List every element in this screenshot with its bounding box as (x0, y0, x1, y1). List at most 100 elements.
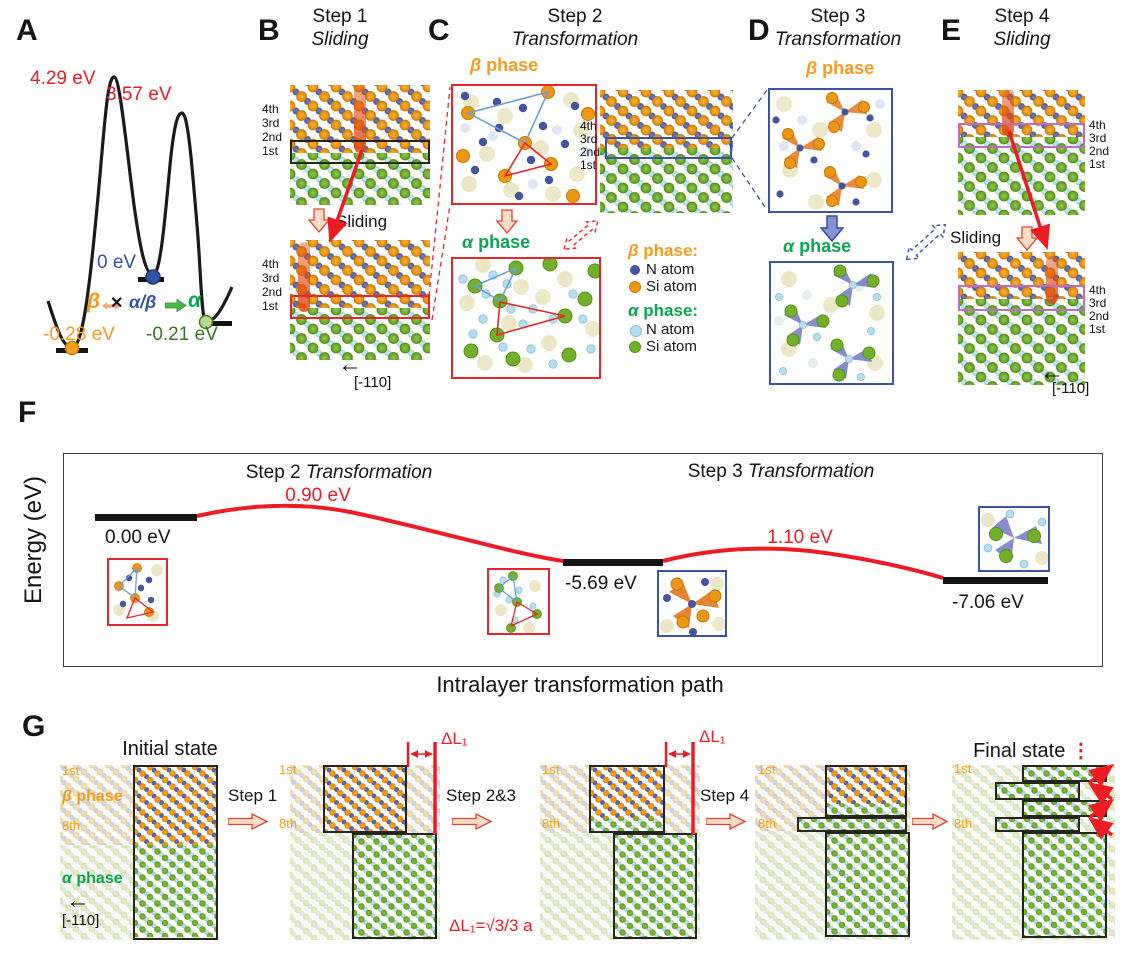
layer-4th: 4th (1089, 118, 1106, 132)
panel-c-mode: Transformation (511, 28, 639, 50)
beta-unit-triangle-red (503, 141, 553, 178)
layer-4th: 4th (262, 257, 279, 271)
down-arrow-icon (1016, 226, 1038, 251)
f-y-axis-label: Energy (eV) (20, 475, 47, 605)
alpha-n-atom-dot (630, 325, 642, 337)
panel-a-label: A (16, 14, 38, 47)
panel-b-title: Step 1 Sliding (295, 6, 385, 52)
energy-landscape-curve (46, 75, 234, 356)
equivalence-arrow-red-icon (563, 220, 599, 250)
down-arrow-icon (308, 208, 330, 233)
direction-label-b: [-110] (354, 374, 392, 391)
g2-layer-8th: 8th (279, 816, 298, 831)
zoom-connector-line (731, 89, 768, 139)
beta-unit-triangle-blue (465, 90, 550, 145)
legend-alpha-si: Si atom (646, 338, 697, 355)
panel-b-step: Step 1 (312, 6, 368, 27)
sliding-label-e: Sliding (950, 228, 1002, 247)
g-beta-block-transforming (825, 765, 907, 817)
crystal-b-after (290, 240, 430, 360)
layer-1st: 1st (262, 299, 279, 313)
left-arrow-icon: ← (338, 351, 362, 378)
g-final-dots: ⋮ (1070, 740, 1091, 762)
g3-layer-8th: 8th (542, 816, 561, 831)
left-arrow-icon: ← (1040, 359, 1064, 386)
layer-2nd: 2nd (1089, 144, 1110, 158)
g5-layer-1st: 1st (954, 761, 972, 776)
alpha-si-atom-dot (629, 341, 641, 353)
layer-2nd: 2nd (262, 285, 283, 299)
g1-layer-1st: 1st (62, 763, 80, 778)
g-final-slab-4 (995, 817, 1080, 832)
blocked-transition-arrow-icon (102, 302, 120, 310)
interface-highlight-box (290, 140, 430, 164)
down-arrow-icon (496, 209, 518, 234)
interface-highlight-box (958, 123, 1085, 148)
g-after-step1-crystal (290, 765, 440, 940)
sliding-streak (1046, 256, 1058, 304)
g-initial-crystal (60, 765, 218, 940)
beta-si-atom-dot (629, 281, 641, 293)
alpha-phase-label-d: α phase (783, 236, 852, 256)
g-beta-block (323, 765, 407, 833)
g4-layer-8th: 8th (758, 816, 777, 831)
beta-phase-label-d: β phase (806, 58, 875, 78)
g-final-crystal (952, 765, 1115, 940)
legend-beta-si: Si atom (646, 278, 697, 295)
beta-n-atom-dot (630, 265, 640, 275)
sliding-streak (354, 85, 366, 153)
alpha-phase-topview-d (769, 261, 894, 385)
alpha-transformed-row (827, 804, 905, 815)
alpha-unit-triangle-red (496, 301, 566, 337)
zoom-connector-line (731, 157, 768, 211)
barrier-1-value: 4.29 eV (30, 68, 96, 89)
beta-layers (958, 252, 1085, 299)
layer-1st: 1st (262, 144, 279, 158)
panel-f-label: F (18, 396, 37, 429)
f-inset3-atoms (660, 577, 726, 636)
panel-e-label: E (941, 14, 962, 47)
g-final-slab-1 (1022, 765, 1107, 782)
panel-e-mode: Sliding (993, 28, 1051, 50)
beta-block (135, 767, 216, 845)
f-level0-value: 0.00 eV (105, 527, 171, 548)
panel-b-mode: Sliding (311, 28, 369, 50)
f-x-axis-label: Intralayer transformation path (436, 672, 724, 697)
panel-c-title: Step 2 Transformation (495, 6, 655, 52)
beta-phase-label-c: β phase (470, 55, 539, 75)
alpha-layers (290, 308, 430, 360)
f-step2-heading: Step 2 Transformation (229, 462, 449, 485)
f-step2: Step 2 (245, 462, 301, 483)
down-arrow-blue-icon (820, 215, 844, 242)
layer-4th: 4th (262, 102, 279, 116)
zero-energy-label: 0 eV (97, 252, 137, 273)
beta-topview-atoms (456, 85, 595, 203)
right-arrow-icon (706, 813, 746, 830)
alpha-block (135, 845, 216, 937)
f-inset-beta-initial (107, 558, 168, 626)
alphabeta-state-label: α/β (129, 292, 157, 312)
g-supercell-box (133, 765, 218, 940)
layer-4th: 4th (580, 119, 597, 133)
legend-beta-n: N atom (646, 261, 695, 278)
crystal-e-after (958, 252, 1085, 385)
g-final-slab-5 (1022, 832, 1107, 938)
f-level0-bar (95, 514, 197, 521)
panel-c-step: Step 2 (547, 6, 603, 27)
beta-state-label: β (87, 290, 101, 313)
panel-d-label: D (748, 14, 770, 47)
layer-3rd: 3rd (580, 132, 598, 146)
f-inset2-atoms (493, 571, 542, 634)
f-inset-alpha-step2 (487, 568, 550, 635)
g-final-slab-3 (1022, 800, 1107, 817)
g-after-step23-crystal (540, 765, 700, 940)
cross-icon: ✕ (110, 295, 124, 312)
legend-beta-title: β phase: (628, 241, 699, 260)
g-final-text: Final state (973, 740, 1066, 762)
layer-2nd: 2nd (1089, 309, 1110, 323)
crystal-e-before (958, 90, 1085, 215)
panel-e-title: Step 4 Sliding (972, 6, 1072, 52)
beta-part (827, 767, 905, 804)
layer-1st: 1st (1089, 322, 1106, 336)
f-inset1-atoms (113, 563, 163, 622)
